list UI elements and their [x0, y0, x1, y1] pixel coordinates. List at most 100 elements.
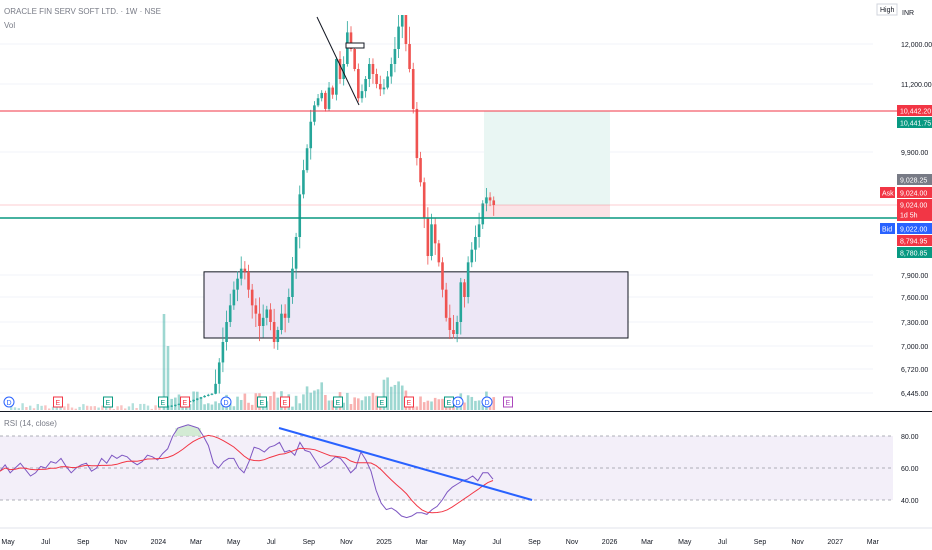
earnings-marker[interactable] [333, 396, 343, 408]
bid-price-tag [897, 223, 932, 234]
volume-bar [29, 405, 32, 410]
price-tick-label: 7,000.00 [901, 344, 928, 351]
candle-body [170, 405, 173, 407]
earnings-marker[interactable] [158, 396, 168, 408]
volume-bar [124, 408, 127, 410]
time-tick-label: Jul [41, 539, 50, 546]
candle-body [174, 404, 177, 406]
volume-bar [166, 346, 170, 410]
dividend-marker[interactable] [220, 396, 232, 408]
volume-bar [415, 406, 419, 410]
volume-bar [294, 395, 298, 410]
rsi-trend-line[interactable] [278, 427, 533, 501]
rsi-tick-label: 40.00 [901, 498, 919, 505]
volume-bar [419, 396, 422, 410]
earnings-marker[interactable] [280, 396, 290, 408]
time-tick-label: Nov [566, 539, 579, 546]
candle-body [239, 268, 243, 279]
earnings-marker[interactable] [180, 396, 190, 408]
demand-zone-box[interactable] [203, 271, 629, 339]
volume-bar [89, 406, 93, 410]
consolidation-box-drawing[interactable] [345, 42, 365, 49]
candle-body [441, 262, 444, 290]
time-tick-label: 2025 [376, 539, 392, 546]
volume-bar [346, 392, 349, 410]
time-tick-label: May [453, 539, 467, 546]
candle-body [302, 170, 305, 195]
level-green-text: 8,780.85 [900, 251, 927, 258]
target-line-tag [897, 117, 932, 128]
earnings-marker[interactable] [257, 396, 267, 408]
volume-bar [174, 397, 177, 410]
event-marker-label: D [224, 400, 229, 407]
candle-body [195, 398, 199, 400]
time-tick-label: Jul [492, 539, 501, 546]
high-badge[interactable] [876, 3, 898, 16]
earnings-marker[interactable] [503, 396, 513, 408]
candle-body [422, 182, 426, 218]
dividend-marker[interactable] [481, 396, 493, 408]
time-axis[interactable]: May Jul Sep Nov 2024 Mar May Jul Sep Nov 2025 Mar Ma… [0, 527, 932, 546]
event-marker-label: D [456, 400, 461, 407]
last-price-tag [897, 174, 932, 185]
target-zone-box[interactable] [484, 111, 610, 205]
candle-body [444, 289, 448, 318]
candle-body [430, 224, 433, 256]
volume-bar [228, 403, 232, 410]
rsi-ma-line [0, 434, 494, 514]
event-marker-label: E [283, 400, 288, 407]
volume-bar [430, 401, 433, 410]
volume-bar [360, 400, 364, 410]
volume-bar [108, 406, 112, 410]
downtrend-line-drawing[interactable] [316, 16, 360, 106]
candle-body [382, 87, 386, 90]
candle-body [459, 282, 463, 322]
candle-body [378, 84, 382, 90]
volume-bar [63, 406, 66, 410]
earnings-marker[interactable] [53, 396, 63, 408]
earnings-marker[interactable] [404, 396, 414, 408]
earnings-marker[interactable] [377, 396, 387, 408]
event-marker-label: E [506, 400, 511, 407]
candle-body [492, 200, 496, 205]
rsi-axis[interactable]: 80.00 60.00 40.00 [901, 434, 919, 505]
candle-body [309, 121, 313, 149]
volume-bar [143, 403, 146, 410]
volume-bar [170, 398, 173, 410]
candle-body [305, 148, 309, 171]
level-red-tag [897, 235, 932, 246]
volume-bar [214, 401, 217, 410]
event-marker-label: E [407, 400, 412, 407]
price-tags: 10,442.20 10,441.75 9,028.25 Ask 9,024.0… [880, 105, 932, 258]
time-tick-label: Sep [77, 539, 90, 546]
target-high-text: 10,442.20 [900, 109, 931, 116]
dividend-marker[interactable] [3, 396, 15, 408]
price-tick-label: 12,000.00 [901, 42, 932, 49]
candle-body [389, 64, 393, 77]
candle-body [463, 282, 466, 297]
volume-bar [10, 404, 13, 410]
stop-zone-box[interactable] [484, 205, 610, 219]
candle-body [221, 342, 225, 363]
volume-bar [357, 398, 360, 410]
volume-bar [353, 397, 356, 410]
price-tick-label: 7,300.00 [901, 320, 928, 327]
candle-body [448, 317, 452, 330]
candle-body [386, 76, 389, 88]
high-badge-label: High [880, 7, 895, 14]
volume-bar [36, 404, 39, 410]
volume-bar [32, 408, 36, 410]
current-price-text: 9,024.00 [900, 203, 927, 210]
price-axis[interactable]: 12,000.00 11,200.00 9,900.00 7,900.00 7,600.… [901, 42, 932, 398]
candle-body [371, 64, 375, 74]
time-tick-label: 2027 [827, 539, 843, 546]
event-marker-label: E [447, 400, 452, 407]
candle-body [437, 243, 441, 263]
volume-bar [177, 394, 181, 410]
earnings-marker[interactable] [103, 396, 113, 408]
volume-bar [74, 408, 77, 410]
dividend-marker[interactable] [452, 396, 464, 408]
volume-bar [477, 400, 481, 410]
volume-bar [364, 396, 367, 410]
